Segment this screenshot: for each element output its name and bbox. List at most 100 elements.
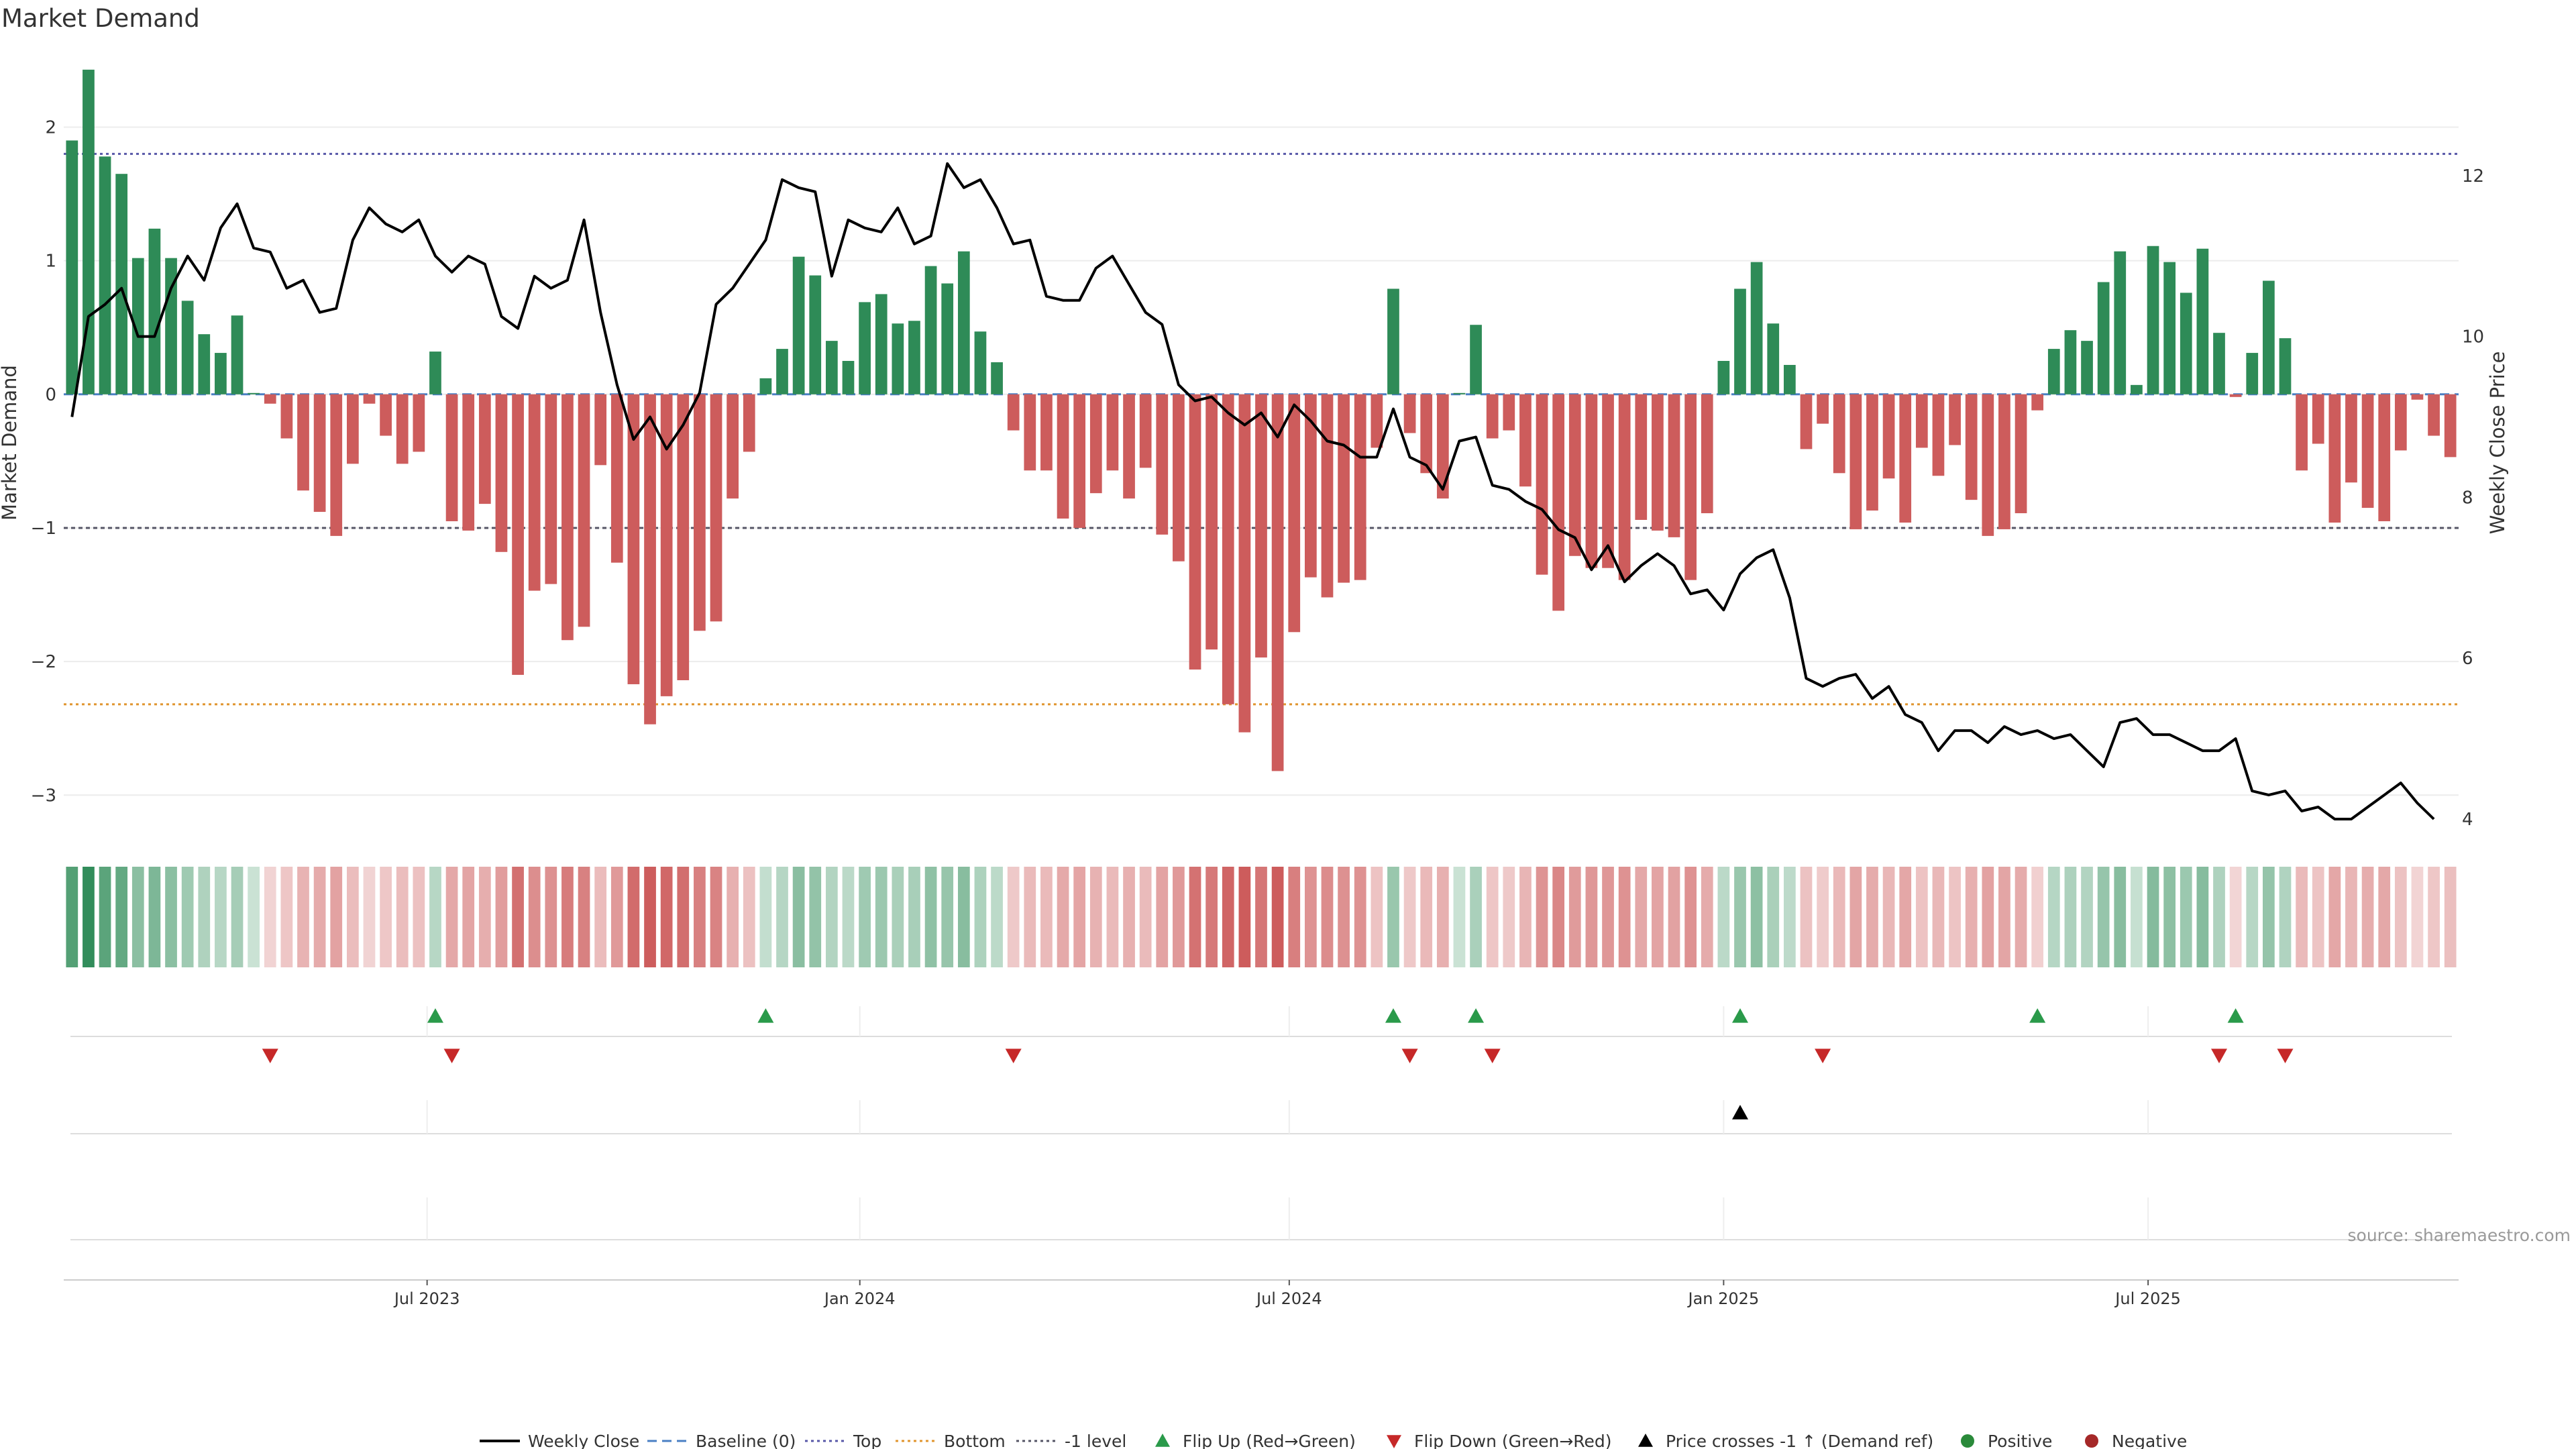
strip-cell: [1982, 867, 1994, 967]
demand-bar: [1271, 394, 1284, 771]
demand-bar: [297, 394, 309, 491]
strip-cell: [941, 867, 954, 967]
flip-up-marker: [2227, 1008, 2244, 1023]
legend-swatch: [1961, 1434, 1974, 1448]
strip-cell: [2378, 867, 2391, 967]
demand-bar: [462, 394, 475, 531]
demand-bar: [792, 256, 805, 394]
strip-cell: [1618, 867, 1631, 967]
strip-cell: [478, 867, 491, 967]
legend-item: Top: [805, 1432, 881, 1449]
strip-cell: [875, 867, 888, 967]
strip-cell: [610, 867, 623, 967]
strip-cell: [1998, 867, 2010, 967]
strip-cell: [280, 867, 293, 967]
demand-bar: [677, 394, 690, 680]
demand-bar: [1205, 394, 1218, 650]
demand-bar: [957, 251, 970, 394]
legend-item: Bottom: [896, 1432, 1006, 1449]
demand-bar: [1420, 394, 1433, 474]
strip-cell: [2394, 867, 2407, 967]
strip-cell: [677, 867, 690, 967]
demand-bar: [727, 394, 739, 499]
strip-cell: [1668, 867, 1680, 967]
demand-bar: [1139, 394, 1152, 468]
price-cross-markers: [1732, 1105, 1748, 1120]
y-tick-label: −1: [31, 519, 56, 539]
demand-bar: [264, 394, 276, 404]
demand-bar: [478, 394, 491, 504]
demand-bar: [1189, 394, 1201, 670]
strip-cell: [1106, 867, 1119, 967]
strip-cell: [1536, 867, 1548, 967]
strip-cell: [2345, 867, 2357, 967]
demand-bar: [991, 362, 1003, 394]
strip-cell: [1833, 867, 1845, 967]
strip-cell: [429, 867, 441, 967]
demand-bar: [1750, 262, 1763, 394]
legend-item: -1 level: [1016, 1432, 1126, 1449]
demand-bar: [99, 156, 111, 394]
strip-cell: [330, 867, 343, 967]
demand-bar: [1568, 394, 1581, 556]
demand-bar: [825, 341, 838, 394]
strip-cell: [1189, 867, 1201, 967]
demand-strip: [66, 867, 2457, 967]
demand-bar: [363, 394, 376, 404]
demand-bar: [2229, 394, 2242, 397]
source-text: source: sharemaestro.com: [2348, 1226, 2571, 1245]
strip-cell: [2312, 867, 2324, 967]
strip-cell: [215, 867, 227, 967]
strip-cell: [1057, 867, 1069, 967]
demand-bar: [1255, 394, 1267, 658]
strip-cell: [1767, 867, 1780, 967]
strip-cell: [2196, 867, 2209, 967]
strip-cell: [627, 867, 640, 967]
strip-cell: [495, 867, 508, 967]
strip-cell: [2428, 867, 2440, 967]
demand-bar: [2064, 330, 2077, 394]
strip-cell: [248, 867, 260, 967]
demand-bar: [1519, 394, 1532, 487]
strip-cell: [1652, 867, 1664, 967]
strip-cell: [908, 867, 920, 967]
legend-label: -1 level: [1065, 1432, 1126, 1449]
strip-cell: [2163, 867, 2176, 967]
strip-cell: [462, 867, 475, 967]
legend-swatch: [1155, 1434, 1170, 1447]
strip-cell: [1453, 867, 1466, 967]
strip-cell: [1750, 867, 1763, 967]
strip-cell: [1271, 867, 1284, 967]
strip-cell: [545, 867, 557, 967]
flip-up-marker: [1732, 1008, 1748, 1023]
demand-bar: [181, 301, 194, 394]
demand-bar: [1288, 394, 1301, 633]
demand-bar: [2163, 262, 2176, 394]
demand-bar: [413, 394, 425, 452]
demand-bar: [1371, 394, 1383, 448]
demand-bar: [1965, 394, 1978, 500]
event-panels: [64, 1006, 2459, 1281]
flip-up-marker: [427, 1008, 443, 1023]
strip-cell: [99, 867, 111, 967]
y-axis-label: Market Demand: [0, 365, 21, 521]
demand-bar: [1833, 394, 1845, 474]
y2-tick-label: 12: [2462, 166, 2484, 186]
legend-label: Weekly Close: [528, 1432, 639, 1449]
demand-bar: [759, 378, 772, 394]
demand-bar: [2114, 251, 2127, 394]
demand-bar: [1602, 394, 1614, 568]
y-tick-label: −2: [31, 652, 56, 672]
demand-bar: [1354, 394, 1366, 580]
strip-cell: [2246, 867, 2259, 967]
strip-cell: [2213, 867, 2225, 967]
demand-bar: [280, 394, 293, 439]
strip-cell: [2296, 867, 2308, 967]
strip-cell: [842, 867, 855, 967]
demand-bar: [1949, 394, 1961, 445]
legend-item: Flip Down (Green→Red): [1387, 1432, 1612, 1449]
strip-cell: [2229, 867, 2242, 967]
demand-bar: [1635, 394, 1648, 520]
demand-bar: [1915, 394, 1928, 448]
